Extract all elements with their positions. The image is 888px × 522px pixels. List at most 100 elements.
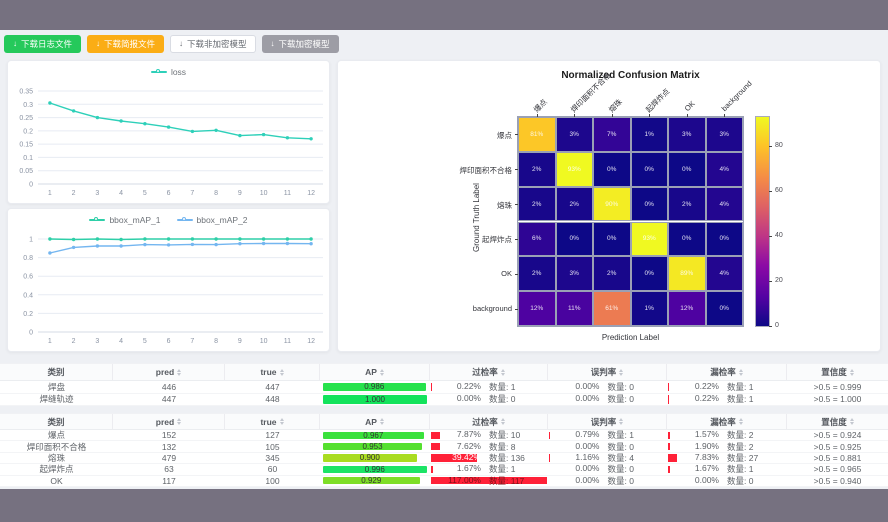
sort-carets-icon[interactable] bbox=[379, 368, 384, 376]
rate-bar bbox=[668, 382, 669, 391]
download-icon: ↓ bbox=[179, 39, 184, 48]
colorbar-tick-label: 80 bbox=[775, 142, 783, 150]
download-encrypted-model-button[interactable]: ↓ 下载加密模型 bbox=[261, 35, 339, 53]
download-icon: ↓ bbox=[270, 39, 275, 48]
column-header-over[interactable]: 过检率 bbox=[430, 364, 548, 380]
cm-cell: 0% bbox=[705, 221, 743, 257]
cm-cell: 11% bbox=[555, 291, 593, 326]
axis-tick bbox=[724, 114, 726, 117]
axis-tick bbox=[515, 308, 518, 310]
sort-carets-icon[interactable] bbox=[738, 368, 743, 376]
cell-pred: 152 bbox=[161, 430, 177, 441]
legend-item-loss[interactable]: loss bbox=[150, 67, 187, 77]
download-report-button[interactable]: ↓ 下载简报文件 bbox=[87, 35, 165, 53]
column-header-miss[interactable]: 漏检率 bbox=[667, 364, 787, 380]
column-header-ap[interactable]: AP bbox=[320, 364, 430, 380]
column-header-mis[interactable]: 误判率 bbox=[548, 414, 667, 429]
legend-item-bbox-map-2[interactable]: bbox_mAP_2 bbox=[176, 215, 248, 225]
rate-count: 数量: 4 bbox=[607, 452, 634, 463]
cell-pred: 63 bbox=[164, 464, 174, 475]
column-header-ap[interactable]: AP bbox=[320, 414, 430, 429]
sort-carets-icon[interactable] bbox=[500, 418, 505, 425]
sort-carets-icon[interactable] bbox=[177, 368, 182, 376]
svg-text:0.3: 0.3 bbox=[23, 102, 33, 109]
sort-carets-icon[interactable] bbox=[379, 418, 384, 425]
pad-metrics-table: 类别 pred true AP 过检率 误判率 漏检率 置信度 焊盘 446 447 0.986 0.2… bbox=[0, 363, 888, 406]
cm-column-label: 爆点 bbox=[531, 97, 549, 115]
cell-true: 448 bbox=[265, 394, 280, 405]
defect-metrics-table: 类别 pred true AP 过检率 误判率 漏检率 置信度 爆点 152 127 0.967 7.8… bbox=[0, 413, 888, 487]
cell-over-rate: 0.22% 数量: 1 bbox=[430, 381, 548, 393]
column-header-pred[interactable]: pred bbox=[113, 364, 225, 380]
rate-count: 数量: 1 bbox=[727, 381, 754, 392]
ap-value-bar: 0.986 bbox=[323, 382, 426, 391]
cm-cell: 0% bbox=[593, 151, 631, 187]
line-series-marker-icon bbox=[176, 216, 193, 224]
colorbar-tick-label: 0 bbox=[775, 322, 779, 329]
svg-text:9: 9 bbox=[238, 338, 242, 345]
column-header-miss[interactable]: 漏检率 bbox=[667, 414, 787, 429]
sort-carets-icon[interactable] bbox=[279, 368, 284, 376]
sort-carets-icon[interactable] bbox=[849, 368, 854, 376]
cm-cell: 12% bbox=[518, 291, 556, 326]
cm-cell: 93% bbox=[630, 221, 668, 257]
column-header-true[interactable]: true bbox=[225, 364, 320, 380]
rate-percent: 0.00% bbox=[575, 441, 600, 451]
svg-text:10: 10 bbox=[260, 338, 268, 345]
cell-ap: 1.000 bbox=[320, 394, 430, 406]
svg-text:7: 7 bbox=[190, 190, 194, 197]
cm-cell: 2% bbox=[518, 151, 556, 187]
column-header-mis[interactable]: 误判率 bbox=[548, 364, 667, 380]
column-header-label: 误判率 bbox=[590, 367, 617, 377]
legend-label: loss bbox=[170, 67, 187, 77]
legend-item-bbox-map-1[interactable]: bbox_mAP_1 bbox=[89, 215, 161, 225]
cell-miss-rate: 0.00% 数量: 0 bbox=[667, 476, 787, 486]
sort-carets-icon[interactable] bbox=[619, 418, 624, 425]
cell-true: 60 bbox=[267, 464, 278, 475]
download-log-button[interactable]: ↓ 下载日志文件 bbox=[4, 35, 82, 53]
loss-line-chart: 00.050.10.150.20.250.30.351 2 3 4 5 6 7 8 9 10 11 1… bbox=[19, 89, 323, 197]
svg-text:11: 11 bbox=[284, 190, 291, 197]
ap-value-bar: 0.900 bbox=[323, 453, 417, 462]
column-header-conf[interactable]: 置信度 bbox=[787, 364, 888, 380]
map-chart-card: bbox_mAP_1 bbox_mAP_2 0 0.2 0.4 0.6 0.8 1 1 2 3 4… bbox=[7, 208, 330, 352]
column-header-name: 类别 bbox=[0, 364, 113, 380]
download-unencrypted-model-button[interactable]: ↓ 下载非加密模型 bbox=[170, 35, 256, 53]
sort-carets-icon[interactable] bbox=[619, 368, 624, 376]
svg-text:3: 3 bbox=[95, 338, 99, 345]
cm-cell: 4% bbox=[705, 256, 743, 292]
cell-true: 127 bbox=[265, 430, 280, 441]
sort-carets-icon[interactable] bbox=[177, 418, 182, 425]
column-header-pred[interactable]: pred bbox=[113, 414, 225, 429]
table-row: 焊印面积不合格 132 105 0.953 7.62% 数量: 8 0.00% 数量: 0 1.… bbox=[0, 441, 888, 453]
column-header-conf[interactable]: 置信度 bbox=[787, 414, 888, 429]
column-header-true[interactable]: true bbox=[225, 414, 320, 429]
rate-percent: 0.22% bbox=[694, 381, 719, 391]
cm-row-label: 爆点 bbox=[497, 130, 512, 140]
rate-percent: 0.79% bbox=[575, 430, 600, 440]
legend-label: bbox_mAP_2 bbox=[196, 215, 248, 225]
cell-miss-rate: 1.90% 数量: 2 bbox=[667, 441, 787, 452]
svg-text:0: 0 bbox=[29, 330, 33, 337]
column-header-over[interactable]: 过检率 bbox=[430, 414, 548, 429]
cell-category: 熔珠 bbox=[47, 452, 65, 463]
cell-ap: 0.986 bbox=[320, 381, 430, 393]
colorbar-tick-label: 40 bbox=[775, 232, 783, 240]
cell-confidence: >0.5 = 0.999 bbox=[813, 381, 862, 392]
cm-cell: 7% bbox=[593, 117, 631, 152]
cell-confidence: >0.5 = 0.965 bbox=[813, 464, 862, 475]
sort-carets-icon[interactable] bbox=[738, 418, 743, 425]
cm-column-label: background bbox=[719, 78, 754, 113]
cell-miss-rate: 7.83% 数量: 27 bbox=[667, 453, 787, 463]
cell-mis-rate: 0.00% 数量: 0 bbox=[548, 381, 667, 393]
rate-count: 数量: 10 bbox=[489, 430, 521, 441]
cm-cell: 93% bbox=[555, 151, 593, 187]
sort-carets-icon[interactable] bbox=[279, 418, 284, 425]
sort-carets-icon[interactable] bbox=[849, 418, 854, 425]
sort-carets-icon[interactable] bbox=[500, 368, 505, 376]
cm-cell: 0% bbox=[630, 256, 668, 292]
rate-count: 数量: 0 bbox=[607, 381, 634, 392]
table-header-row: 类别 pred true AP 过检率 误判率 漏检率 置信度 bbox=[0, 363, 888, 381]
cell-miss-rate: 0.22% 数量: 1 bbox=[667, 381, 787, 393]
